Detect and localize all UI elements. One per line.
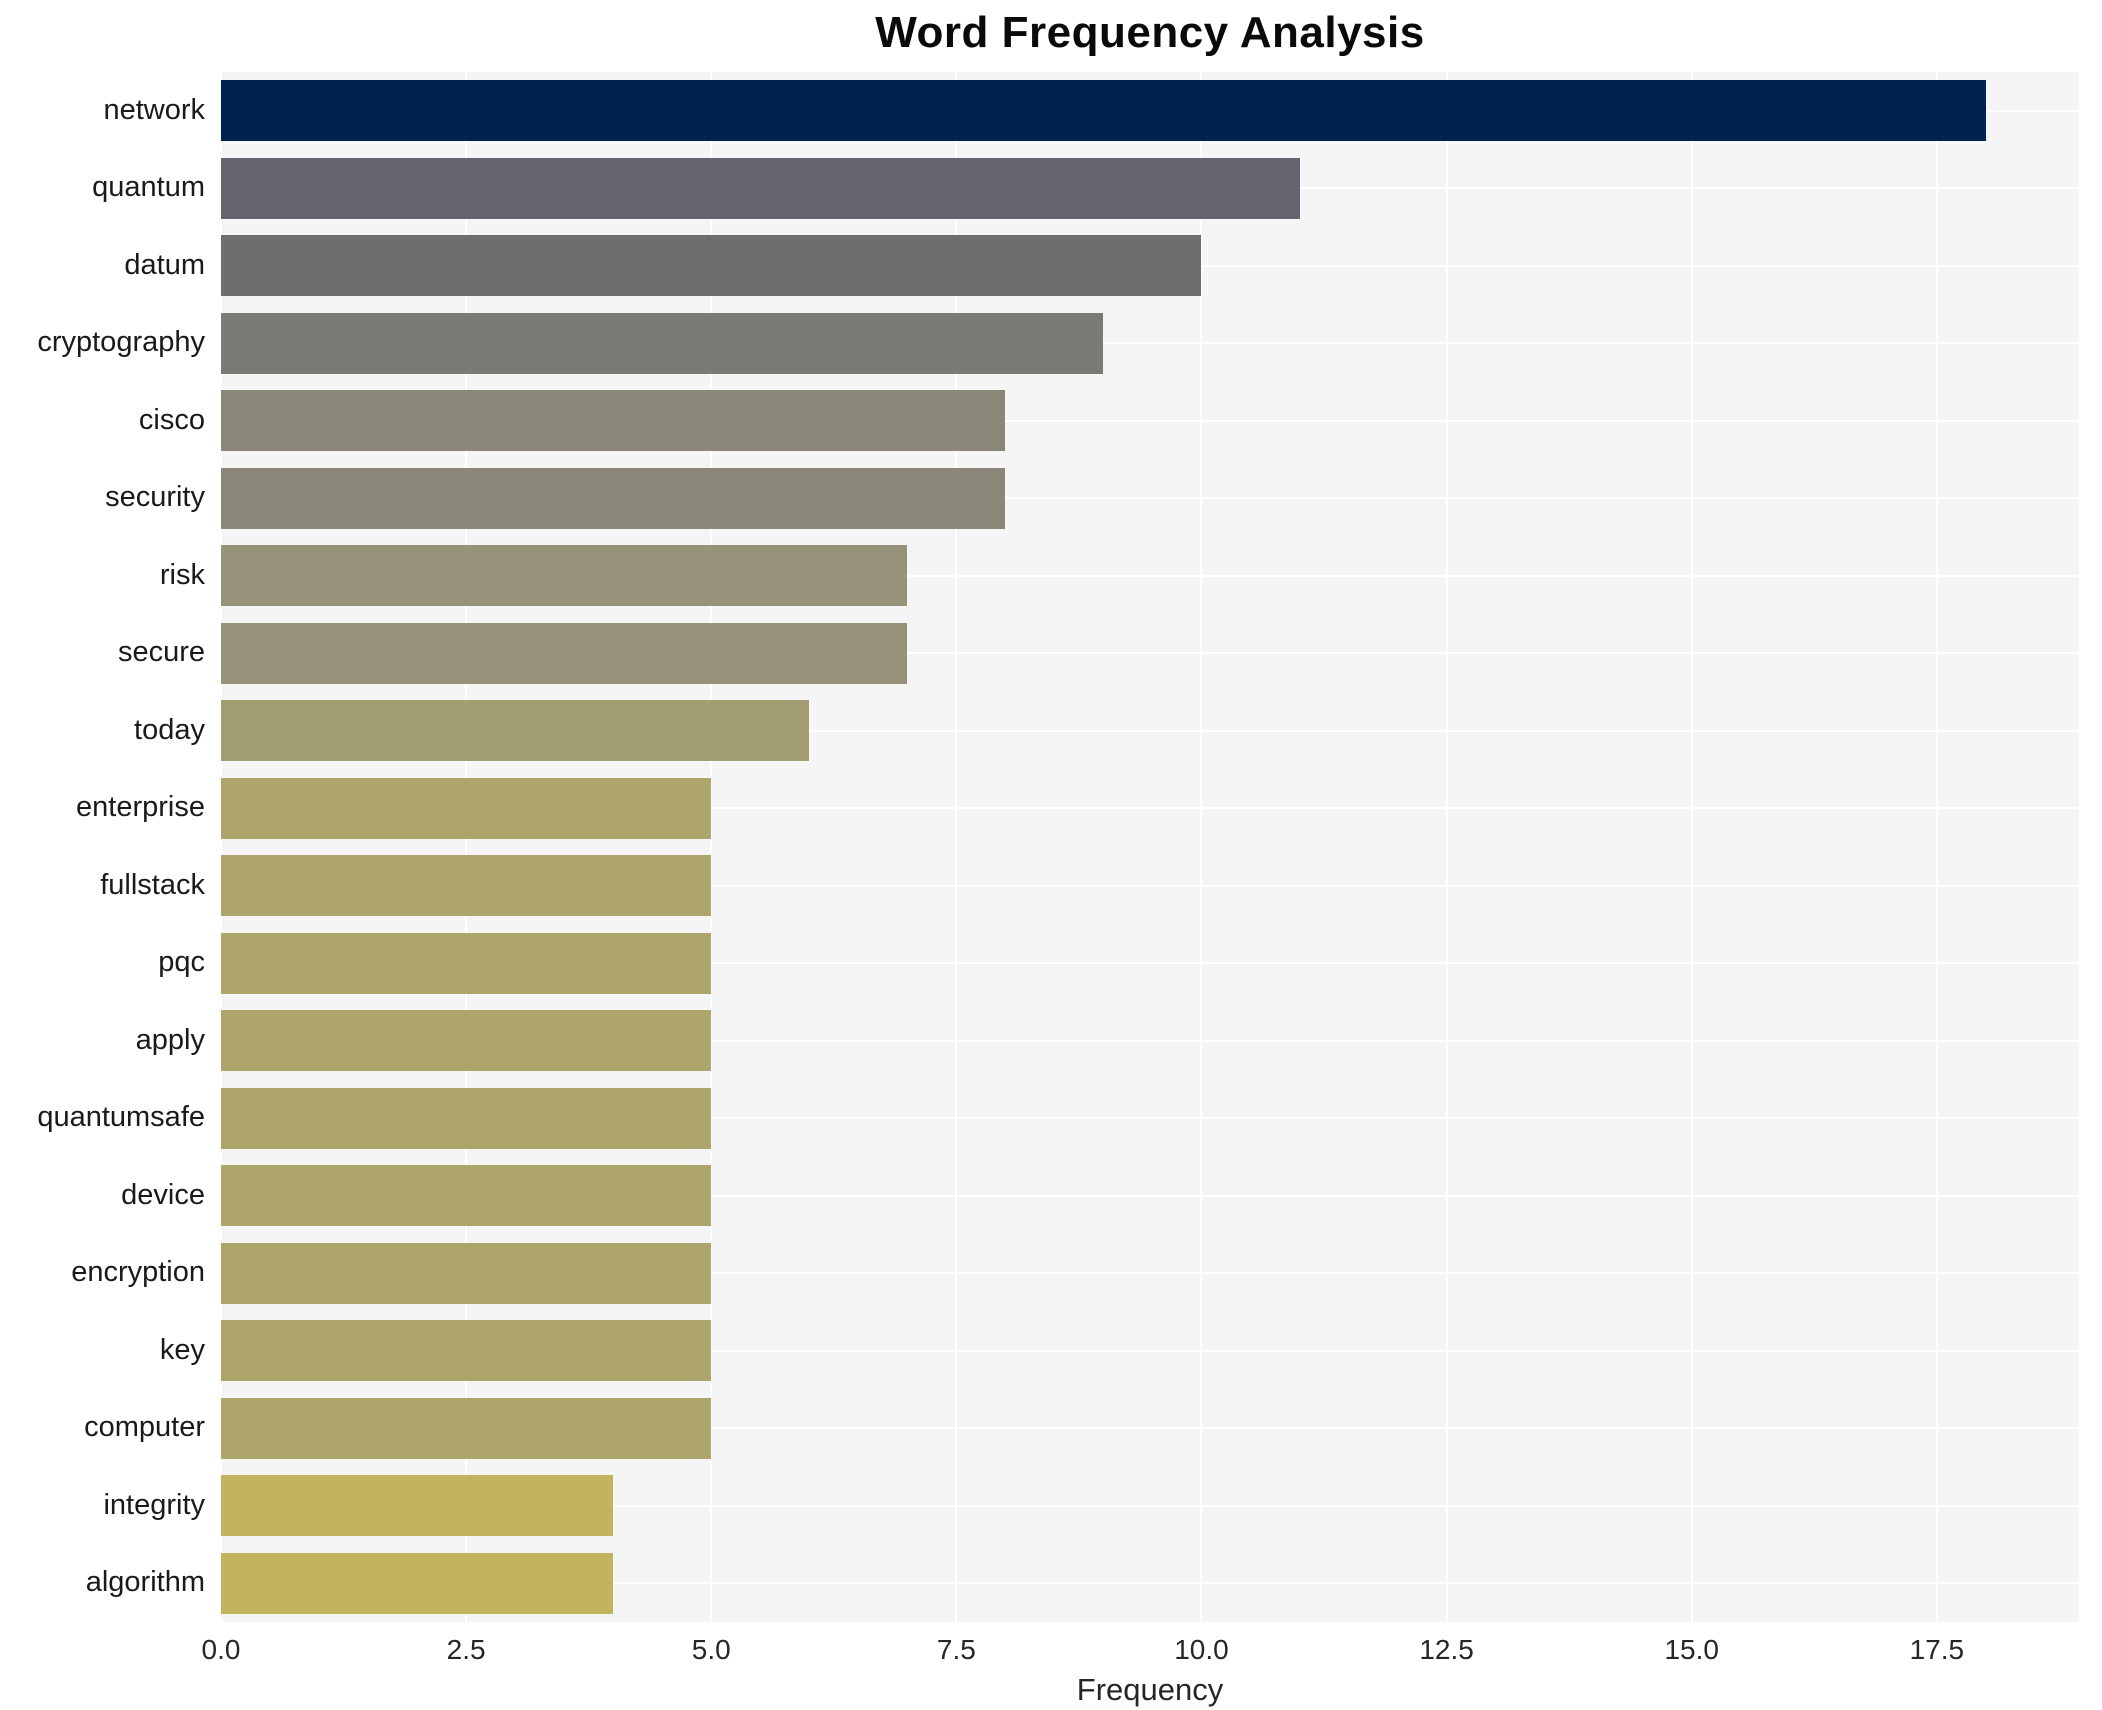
x-gridline xyxy=(955,72,958,1622)
y-axis-labels: network quantum datum cryptography cisco secu… xyxy=(0,72,205,1622)
y-gridline xyxy=(221,1582,2079,1585)
y-tick-label-secure: secure xyxy=(117,636,205,669)
plot-area xyxy=(220,72,2079,1622)
bar-integrity xyxy=(221,1475,614,1537)
y-gridline xyxy=(221,729,2079,732)
x-tick-label: 7.5 xyxy=(936,1634,976,1665)
y-tick-label-pqc: pqc xyxy=(158,946,205,979)
y-tick-label-security: security xyxy=(105,481,205,514)
bar-risk xyxy=(221,545,908,607)
y-tick-label-datum: datum xyxy=(124,248,205,281)
bar-encryption xyxy=(221,1242,712,1304)
bar-fullstack xyxy=(221,855,712,917)
bar-enterprise xyxy=(221,777,712,839)
y-tick-label-network: network xyxy=(103,93,205,126)
y-gridline xyxy=(221,342,2079,345)
y-gridline xyxy=(221,1504,2079,1507)
bar-computer xyxy=(221,1397,712,1459)
bar-algorithm xyxy=(221,1552,614,1614)
y-tick-label-quantumsafe: quantumsafe xyxy=(37,1101,205,1134)
bar-datum xyxy=(221,235,1202,297)
x-gridline xyxy=(220,72,222,1622)
y-gridline xyxy=(221,419,2079,422)
y-tick-label-encryption: encryption xyxy=(71,1256,205,1289)
bar-quantum xyxy=(221,157,1300,219)
bar-network xyxy=(221,80,1986,142)
y-tick-label-device: device xyxy=(121,1178,205,1211)
y-tick-label-risk: risk xyxy=(159,558,205,591)
y-tick-label-computer: computer xyxy=(84,1411,205,1444)
x-tick-label: 12.5 xyxy=(1419,1634,1474,1665)
x-axis-title: Frequency xyxy=(1076,1672,1224,1707)
y-gridline xyxy=(221,1117,2079,1120)
y-tick-label-apply: apply xyxy=(135,1023,205,1056)
x-tick-label: 10.0 xyxy=(1174,1634,1229,1665)
x-tick-label: 2.5 xyxy=(446,1634,486,1665)
y-gridline xyxy=(221,1272,2079,1275)
y-gridline xyxy=(221,807,2079,810)
bar-key xyxy=(221,1320,712,1382)
y-tick-label-key: key xyxy=(159,1333,205,1366)
y-tick-label-fullstack: fullstack xyxy=(100,868,205,901)
y-gridline xyxy=(221,652,2079,655)
bar-today xyxy=(221,700,810,762)
bar-cryptography xyxy=(221,312,1104,374)
x-tick-label: 15.0 xyxy=(1664,1634,1719,1665)
x-gridline xyxy=(1200,72,1203,1622)
y-tick-label-quantum: quantum xyxy=(92,171,205,204)
bar-pqc xyxy=(221,932,712,994)
bar-device xyxy=(221,1165,712,1227)
y-tick-label-enterprise: enterprise xyxy=(76,791,205,824)
bar-quantumsafe xyxy=(221,1087,712,1149)
y-gridline xyxy=(221,574,2079,577)
y-tick-label-today: today xyxy=(134,713,205,746)
chart-title: Word Frequency Analysis xyxy=(875,8,1425,57)
x-gridline xyxy=(1690,72,1693,1622)
x-tick-label: 5.0 xyxy=(691,1634,731,1665)
x-gridline xyxy=(1935,72,1938,1622)
bar-apply xyxy=(221,1010,712,1072)
x-gridline xyxy=(1445,72,1448,1622)
x-gridline xyxy=(710,72,713,1622)
y-tick-label-integrity: integrity xyxy=(103,1488,205,1521)
x-gridline xyxy=(465,72,468,1622)
y-tick-label-cisco: cisco xyxy=(138,403,205,436)
x-tick-label: 0.0 xyxy=(201,1634,241,1665)
y-gridline xyxy=(221,1427,2079,1430)
bar-security xyxy=(221,467,1006,529)
y-tick-label-cryptography: cryptography xyxy=(37,326,205,359)
y-gridline xyxy=(221,962,2079,965)
y-gridline xyxy=(221,1349,2079,1352)
bar-cisco xyxy=(221,390,1006,452)
y-gridline xyxy=(221,884,2079,887)
x-tick-label: 17.5 xyxy=(1909,1634,1965,1665)
y-gridline xyxy=(221,497,2079,500)
y-gridline xyxy=(221,1194,2079,1197)
y-tick-label-algorithm: algorithm xyxy=(85,1566,205,1599)
y-gridline xyxy=(221,1039,2079,1042)
bar-secure xyxy=(221,622,908,684)
